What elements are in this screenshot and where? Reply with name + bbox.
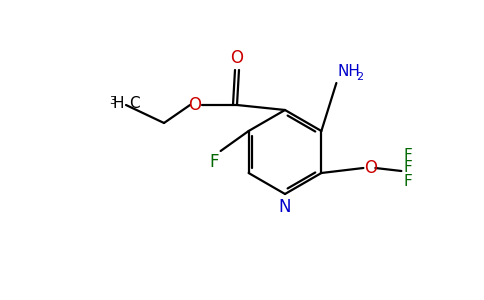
Text: O: O bbox=[188, 96, 201, 114]
Text: C: C bbox=[129, 97, 139, 112]
Text: NH: NH bbox=[337, 64, 360, 79]
Text: 3: 3 bbox=[109, 96, 116, 106]
Text: F: F bbox=[403, 160, 412, 175]
Text: F: F bbox=[403, 148, 412, 163]
Text: O: O bbox=[364, 159, 378, 177]
Text: N: N bbox=[279, 198, 291, 216]
Text: 2: 2 bbox=[356, 72, 363, 82]
Text: F: F bbox=[403, 175, 412, 190]
Text: H: H bbox=[112, 97, 124, 112]
Text: O: O bbox=[230, 49, 243, 67]
Text: F: F bbox=[209, 153, 219, 171]
